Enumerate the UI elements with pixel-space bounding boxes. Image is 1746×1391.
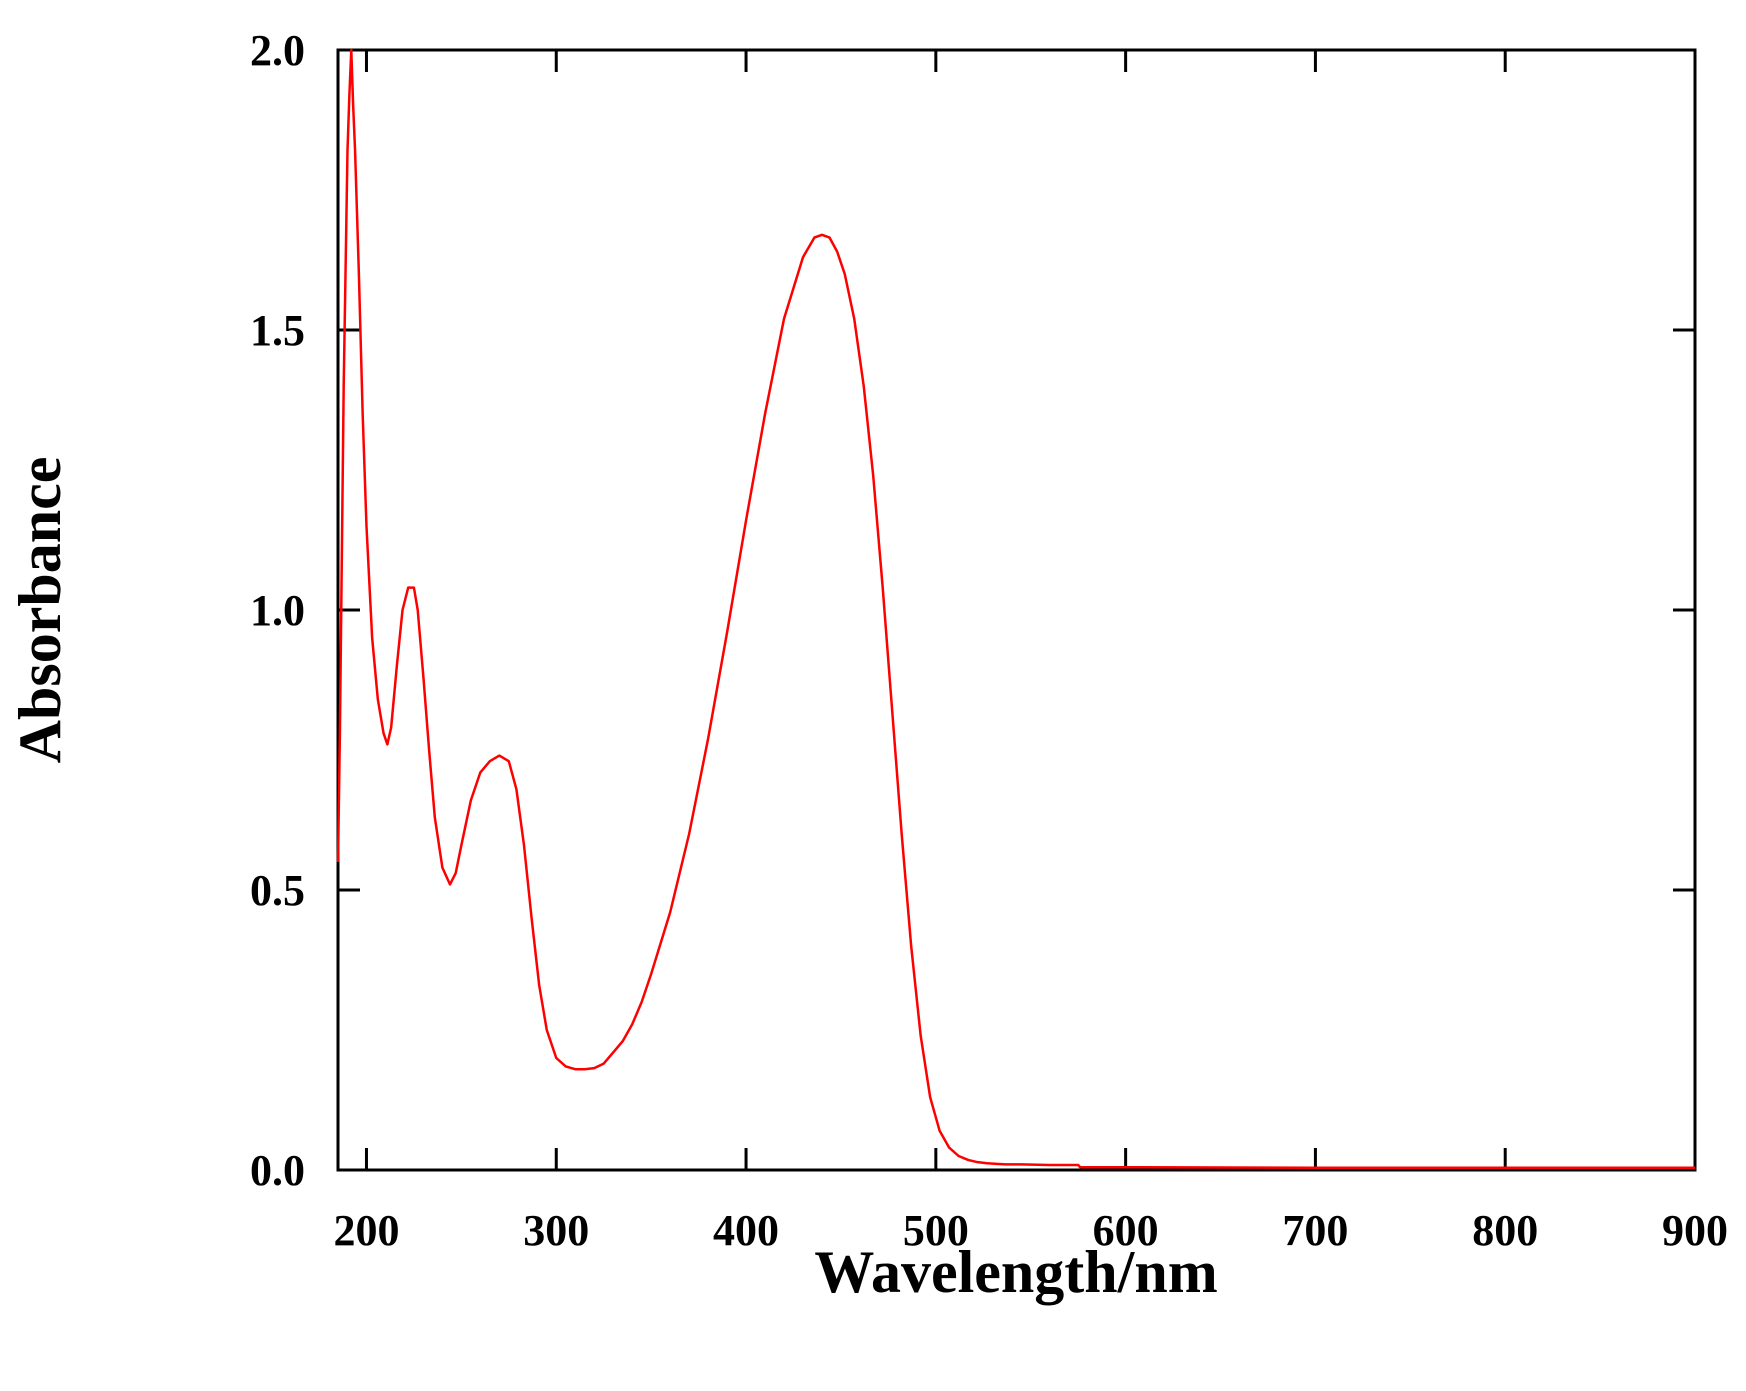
x-tick-label: 300 [523,1206,589,1255]
y-tick-label: 1.0 [250,586,305,635]
y-tick-label: 0.5 [250,866,305,915]
spectrum-line-0 [336,48,1695,1170]
plot-area [336,48,1697,1172]
x-tick-label: 800 [1472,1206,1538,1255]
y-tick-label: 2.0 [250,26,305,75]
axis-ticks [338,48,1697,1172]
x-axis-title: Wavelength/nm [814,1239,1217,1305]
x-tick-label: 700 [1282,1206,1348,1255]
x-tick-label: 900 [1662,1206,1728,1255]
y-tick-label: 1.5 [250,306,305,355]
series-group [336,48,1695,1170]
x-tick-label: 600 [1093,1206,1159,1255]
x-tick-label: 400 [713,1206,779,1255]
x-tick-label: 500 [903,1206,969,1255]
tick-labels: 200 300 400 500 600 700 800 900 0.0 0.5 1.0 1.5 2.0 [250,26,1728,1255]
x-tick-label: 200 [333,1206,399,1255]
y-axis-title: Absorbance [7,457,73,764]
y-tick-label: 0.0 [250,1146,305,1195]
